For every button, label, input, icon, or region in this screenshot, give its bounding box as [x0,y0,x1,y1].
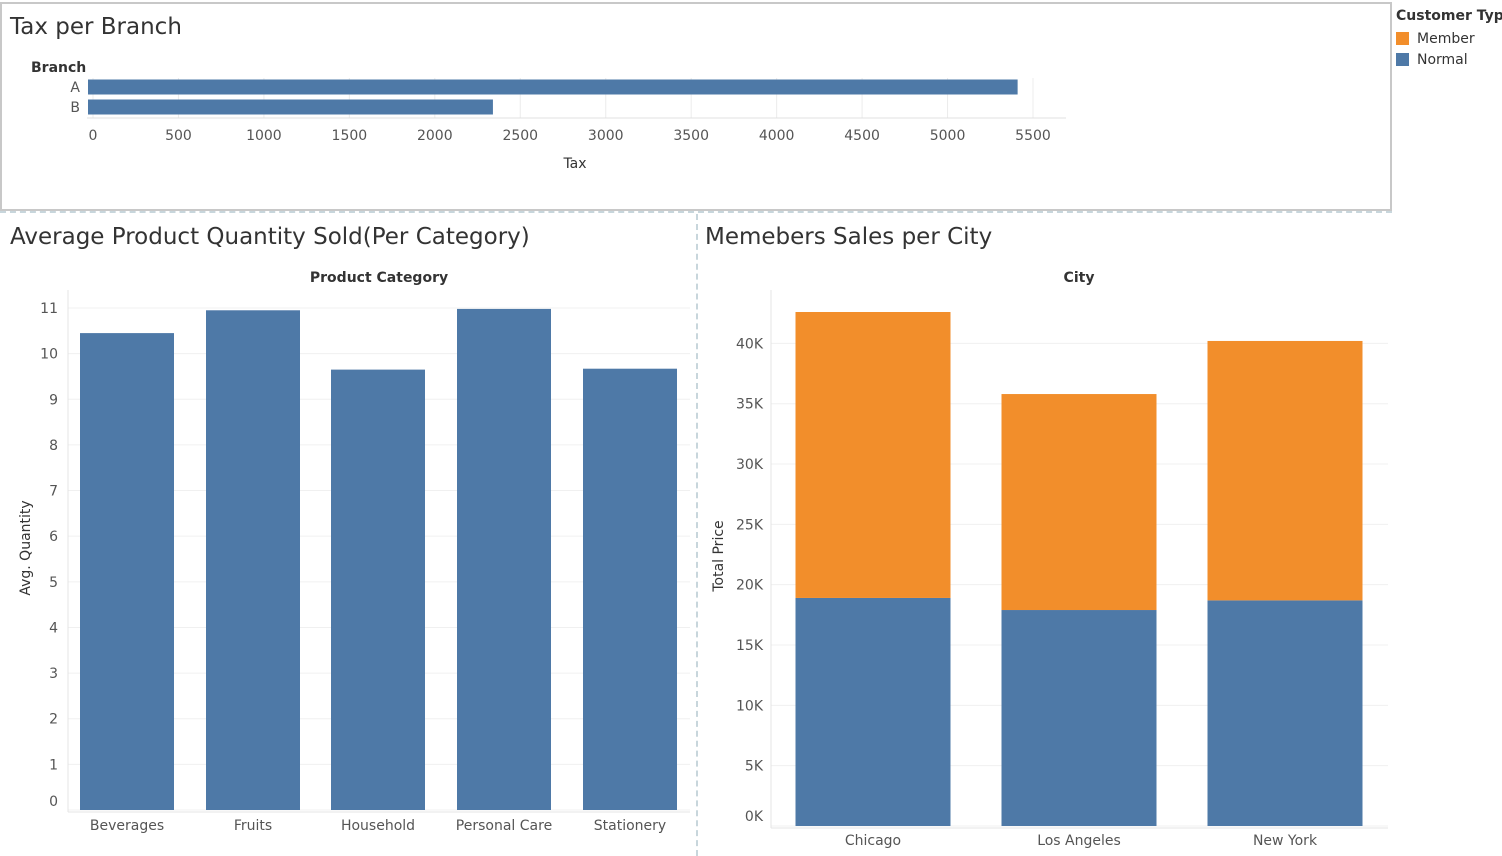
y-tick-label: 9 [49,392,58,408]
bar-household [331,369,425,810]
x-axis-title: Tax [562,156,586,172]
y-tick-label: 4 [49,620,58,636]
category-label: Personal Care [456,818,552,834]
y-tick-label: 7 [49,484,58,500]
y-axis-title: Total Price [711,520,727,592]
category-label: Stationery [594,818,666,834]
legend-title: Customer Type [1396,8,1502,24]
bar-los-angeles-member [1001,394,1157,611]
branch-label: B [70,100,80,116]
x-tick-label: 4500 [844,128,880,144]
x-tick-label: 4000 [759,128,795,144]
category-label: Fruits [234,818,272,834]
bar-branch-b [88,99,493,115]
x-tick-label: 2500 [502,128,538,144]
legend-swatch-normal [1396,53,1409,66]
bar-chicago-normal [795,597,951,826]
bar-beverages [80,333,174,810]
legend-item-member[interactable]: Member [1396,28,1502,49]
y-tick-label: 35K [736,397,764,413]
y-tick-label: 6 [49,529,58,545]
column-header-product-category: Product Category [310,270,448,286]
x-tick-label: 3000 [588,128,624,144]
legend-swatch-member [1396,32,1409,45]
column-header-city: City [1064,270,1095,286]
branch-label: A [70,80,80,96]
y-tick-label: 10 [40,347,58,363]
y-tick-label: 0K [745,809,764,825]
x-tick-label: 2000 [417,128,453,144]
city-label: Los Angeles [1037,833,1121,849]
y-tick-label: 10K [736,698,764,714]
y-tick-label: 3 [49,666,58,682]
bar-personal-care [457,308,551,810]
x-tick-label: 3500 [673,128,709,144]
legend-label-member: Member [1417,30,1475,47]
bar-branch-a [88,79,1018,95]
category-label: Beverages [90,818,164,834]
y-tick-label: 40K [736,336,764,352]
legend: Customer Type Member Normal [1396,8,1502,70]
chart-title-city-sales: Memebers Sales per City [705,224,993,250]
y-tick-label: 2 [49,712,58,728]
x-tick-label: 1000 [246,128,282,144]
x-tick-label: 500 [165,128,192,144]
bar-stationery [583,368,677,810]
bar-fruits [206,310,300,810]
y-tick-label: 5K [745,759,764,775]
horizontal-divider [0,211,1392,213]
y-tick-label: 11 [40,301,58,317]
vertical-divider [696,214,698,856]
bar-new-york-member [1207,340,1363,601]
y-tick-label: 8 [49,438,58,454]
y-tick-label: 15K [736,638,764,654]
x-tick-label: 0 [89,128,98,144]
city-label: Chicago [845,833,901,849]
x-tick-label: 5000 [930,128,966,144]
tax-per-branch-panel: Tax per Branch [0,2,1392,211]
y-axis-title: Avg. Quantity [18,500,34,595]
chart-title-tax: Tax per Branch [10,14,182,40]
y-tick-label: 30K [736,457,764,473]
chart-title-avg-quantity: Average Product Quantity Sold(Per Catego… [10,224,530,250]
y-tick-label: 0 [49,794,58,810]
y-tick-label: 5 [49,575,58,591]
bar-new-york-normal [1207,600,1363,826]
x-tick-label: 1500 [332,128,368,144]
bar-los-angeles-normal [1001,610,1157,826]
category-label: Household [341,818,415,834]
city-label: New York [1253,833,1318,849]
legend-item-normal[interactable]: Normal [1396,49,1502,70]
y-tick-label: 20K [736,578,764,594]
bar-chicago-member [795,312,951,598]
y-tick-label: 1 [49,757,58,773]
legend-label-normal: Normal [1417,51,1468,68]
row-header-branch: Branch [31,60,86,76]
x-tick-label: 5500 [1015,128,1051,144]
y-tick-label: 25K [736,517,764,533]
